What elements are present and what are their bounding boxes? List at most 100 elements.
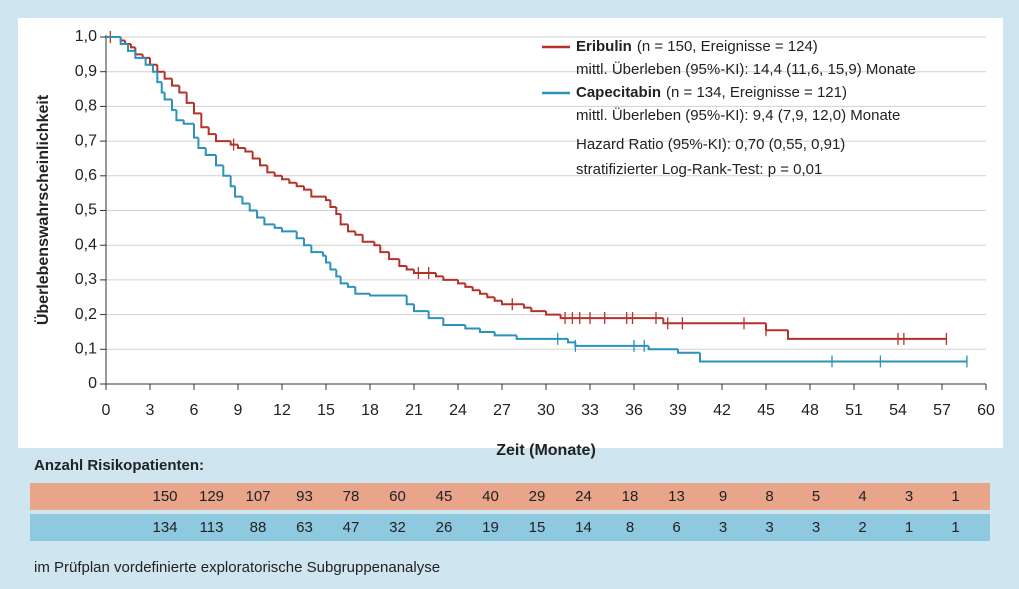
survival-step <box>281 175 290 181</box>
y-tick-label: 0 <box>88 375 97 392</box>
survival-step <box>388 252 400 261</box>
legend-name: Eribulin <box>576 38 632 55</box>
risk-count: 15 <box>529 519 546 536</box>
survival-step <box>335 269 341 278</box>
survival-step <box>464 283 473 288</box>
survival-step <box>134 50 146 59</box>
risk-count: 47 <box>343 519 360 536</box>
x-tick-label: 21 <box>405 402 423 419</box>
survival-step <box>479 328 495 333</box>
survival-step <box>207 127 216 136</box>
survival-step <box>200 113 209 129</box>
x-tick-label: 6 <box>190 402 199 419</box>
survival-step <box>329 262 337 271</box>
survival-step <box>325 196 331 202</box>
risk-count: 40 <box>482 488 499 505</box>
annotation: Hazard Ratio (95%-KI): 0,70 (0,55, 0,91) <box>576 136 845 153</box>
risk-count: 107 <box>245 488 270 505</box>
y-axis-label: Überlebenswahrscheinlichkeit <box>33 94 52 325</box>
survival-step <box>303 238 312 247</box>
survival-step <box>251 151 260 160</box>
y-tick-label: 0,9 <box>75 63 97 80</box>
survival-step <box>144 57 153 66</box>
risk-count: 8 <box>765 488 773 505</box>
legend-name: Capecitabin <box>576 84 661 101</box>
risk-count: 1 <box>905 519 913 536</box>
risk-count: 134 <box>152 519 177 536</box>
survival-step <box>295 231 304 240</box>
survival-step <box>288 179 297 184</box>
risk-count: 32 <box>389 519 406 536</box>
legend-median: mittl. Überleben (95%-KI): 14,4 (11,6, 1… <box>576 60 916 78</box>
annotation: stratifizierter Log-Rank-Test: p = 0,01 <box>576 161 822 178</box>
survival-step <box>471 286 480 292</box>
survival-step <box>215 134 231 143</box>
risk-count: 3 <box>765 519 773 536</box>
survival-step <box>677 349 700 354</box>
survival-step <box>442 276 458 281</box>
survival-step <box>379 245 390 254</box>
survival-step <box>329 200 337 209</box>
risk-table-title: Anzahl Risikopatienten: <box>34 457 204 474</box>
survival-step <box>171 78 180 87</box>
risk-count: 1 <box>951 519 959 536</box>
survival-step <box>273 172 282 177</box>
risk-count: 5 <box>812 488 820 505</box>
risk-row <box>30 514 990 541</box>
survival-step <box>175 109 184 122</box>
legend-detail: (n = 150, Ereignisse = 124) <box>637 38 818 55</box>
x-tick-label: 42 <box>713 402 731 419</box>
survival-step <box>295 182 304 188</box>
legend-median: mittl. Überleben (95%-KI): 9,4 (7,9, 12,… <box>576 106 900 124</box>
survival-step <box>185 92 194 104</box>
x-tick-label: 33 <box>581 402 599 419</box>
survival-step <box>325 255 331 264</box>
survival-step <box>151 64 158 73</box>
risk-count: 93 <box>296 488 313 505</box>
risk-count: 18 <box>622 488 639 505</box>
survival-step <box>354 231 363 236</box>
risk-count: 113 <box>200 519 224 536</box>
y-tick-label: 1,0 <box>75 28 97 45</box>
survival-step <box>163 92 172 101</box>
risk-count: 3 <box>905 488 913 505</box>
survival-step <box>354 286 370 295</box>
risk-count: 45 <box>436 488 453 505</box>
x-tick-label: 36 <box>625 402 643 419</box>
survival-step <box>479 290 488 295</box>
survival-step <box>405 266 414 271</box>
risk-count: 14 <box>575 519 592 536</box>
risk-count: 9 <box>719 488 727 505</box>
survival-step <box>204 148 216 156</box>
risk-row <box>30 483 990 510</box>
x-axis-label: Zeit (Monate) <box>496 442 596 459</box>
y-tick-label: 0,7 <box>75 132 97 149</box>
x-tick-label: 30 <box>537 402 555 419</box>
survival-step <box>178 85 187 94</box>
y-tick-label: 0,4 <box>75 236 97 253</box>
survival-step <box>281 227 297 233</box>
y-tick-label: 0,6 <box>75 167 97 184</box>
legend-entry: Capecitabin (n = 134, Ereignisse = 121) <box>576 84 847 101</box>
x-tick-label: 27 <box>493 402 511 419</box>
survival-step <box>545 311 561 316</box>
survival-step <box>486 293 495 299</box>
x-tick-label: 45 <box>757 402 775 419</box>
footnote: im Prüfplan vordefinierte exploratorisch… <box>34 559 440 576</box>
risk-count: 29 <box>529 488 546 505</box>
y-tick-label: 0,1 <box>75 341 97 358</box>
survival-step <box>464 325 480 330</box>
survival-step <box>530 307 546 313</box>
survival-step <box>229 175 236 188</box>
x-tick-label: 24 <box>449 402 467 419</box>
survival-step <box>197 137 206 150</box>
survival-step <box>339 213 348 226</box>
legend-entry: Eribulin (n = 150, Ereignisse = 124) <box>576 38 818 55</box>
survival-step <box>256 210 265 219</box>
survival-step <box>398 259 407 268</box>
survival-step <box>523 304 532 309</box>
survival-step <box>405 295 414 306</box>
survival-step <box>266 165 275 174</box>
survival-step <box>127 43 136 52</box>
survival-step <box>373 241 381 247</box>
